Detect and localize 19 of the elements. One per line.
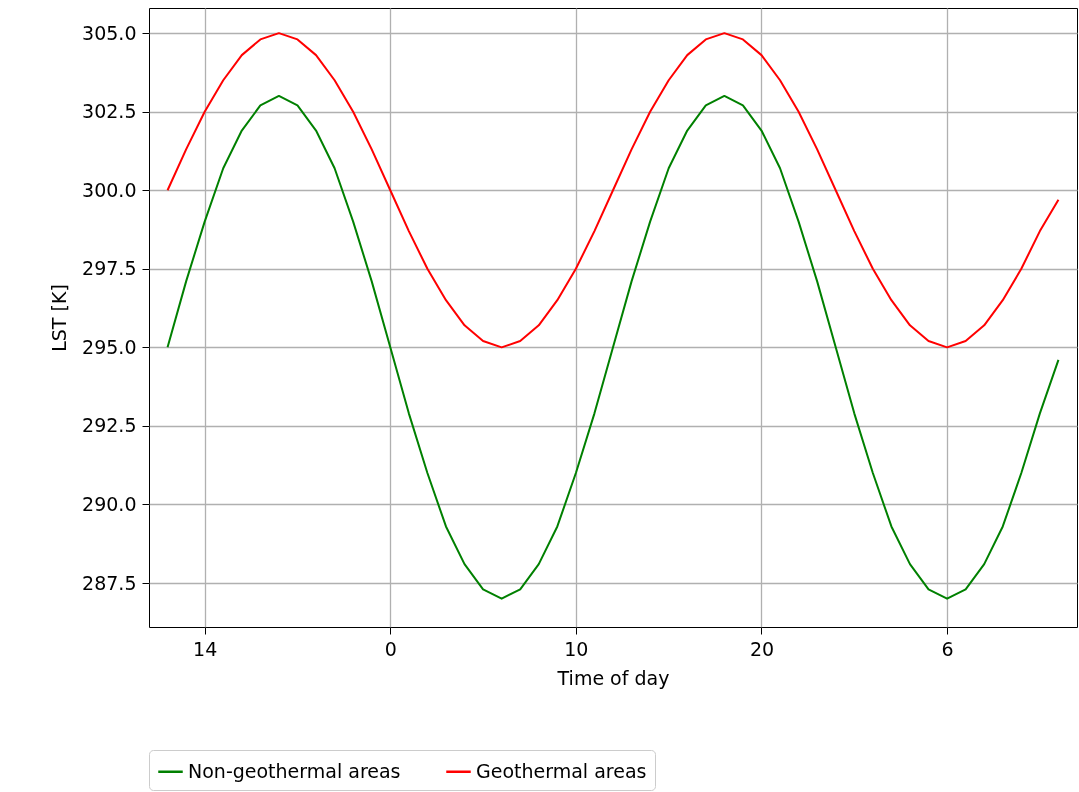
y-tick-label: 300.0 (82, 178, 137, 201)
y-tick-label: 292.5 (82, 414, 137, 437)
x-tick-label: 6 (941, 637, 954, 660)
line-series (166, 32, 1060, 349)
y-tick-label: 305.0 (82, 21, 137, 44)
y-tick-label: 297.5 (82, 257, 137, 280)
y-tick-label: 295.0 (82, 335, 137, 358)
legend-label: Geothermal areas (476, 759, 647, 782)
line-series (166, 94, 1060, 600)
x-tick-label: 14 (193, 637, 218, 660)
x-axis-title: Time of day (556, 666, 670, 689)
y-axis-title: LST [K] (48, 284, 71, 352)
x-tick-label: 0 (384, 637, 397, 660)
legend-label: Non-geothermal areas (188, 759, 401, 782)
y-tick-label: 302.5 (82, 100, 137, 123)
y-tick-label: 287.5 (82, 571, 137, 594)
x-tick-label: 10 (564, 637, 589, 660)
y-tick-label: 290.0 (82, 492, 137, 515)
x-tick-label: 20 (749, 637, 775, 660)
